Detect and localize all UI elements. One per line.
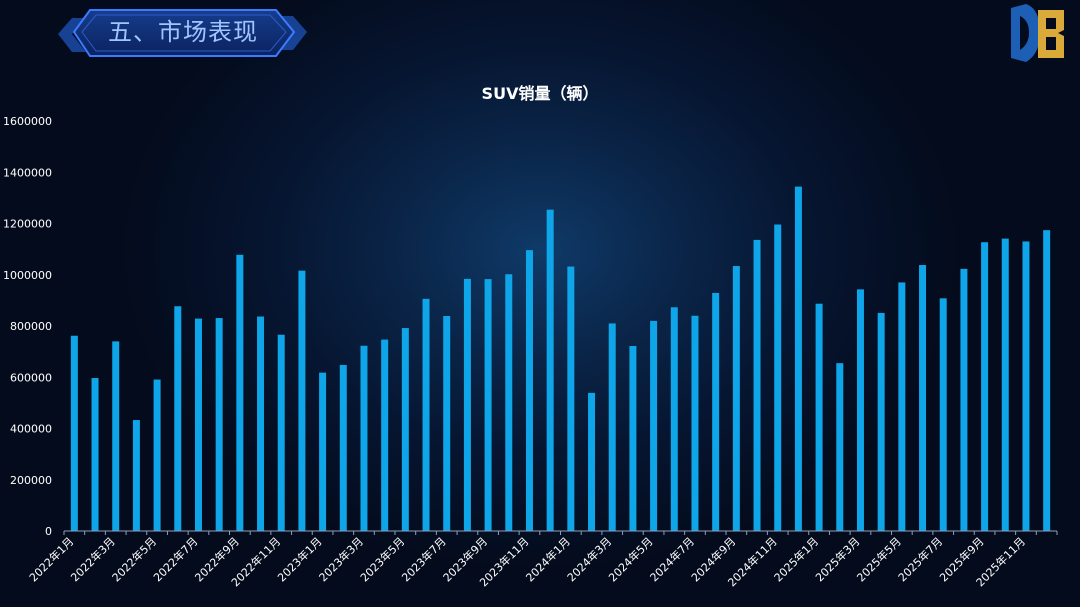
bar	[277, 334, 285, 531]
bar	[401, 328, 409, 531]
bar	[712, 292, 720, 531]
bar	[236, 254, 244, 531]
bar	[546, 209, 554, 531]
bar	[174, 306, 182, 531]
bar	[257, 316, 265, 531]
bar	[898, 282, 906, 531]
bar	[732, 266, 740, 531]
bar	[525, 250, 533, 531]
bar	[339, 364, 347, 531]
bar	[422, 298, 430, 531]
bar	[360, 345, 368, 531]
y-tick-label: 600000	[10, 371, 52, 384]
bar	[132, 420, 140, 531]
bar	[1001, 238, 1009, 531]
bar	[629, 345, 637, 531]
bar	[215, 318, 223, 531]
badge-left-wing	[58, 18, 86, 52]
bar	[794, 186, 802, 531]
bar	[774, 224, 782, 531]
bar	[815, 303, 823, 531]
y-tick-label: 1600000	[3, 115, 52, 128]
y-tick-label: 800000	[10, 320, 52, 333]
bar	[505, 274, 513, 531]
bar	[919, 265, 927, 531]
bar-series	[70, 186, 1051, 532]
y-tick-label: 400000	[10, 423, 52, 436]
bar	[650, 320, 658, 532]
bar	[877, 312, 885, 531]
y-tick-label: 0	[45, 525, 52, 538]
bar	[91, 378, 99, 531]
bar	[836, 363, 844, 531]
bar	[194, 318, 202, 531]
y-tick-label: 1000000	[3, 269, 52, 282]
bar	[112, 341, 120, 532]
chart-title: SUV销量（辆）	[482, 84, 599, 103]
y-axis: 0 200000 400000 600000 800000 1000000 1200000 1…	[3, 115, 52, 538]
logo-d-shape	[1011, 4, 1040, 62]
bar	[443, 316, 451, 531]
y-tick-label: 1400000	[3, 166, 52, 179]
bar	[70, 335, 78, 531]
bar	[1022, 241, 1030, 531]
db-logo-icon	[1011, 4, 1064, 62]
bar	[298, 270, 306, 531]
bar	[484, 279, 492, 531]
bar	[670, 307, 678, 531]
bar	[960, 268, 968, 531]
bar	[981, 242, 989, 531]
bar	[463, 278, 471, 531]
bar	[319, 372, 327, 531]
bar	[939, 298, 947, 531]
bar	[856, 289, 864, 531]
badge-body	[72, 9, 296, 57]
bar	[153, 379, 161, 531]
bar	[588, 392, 596, 531]
bar	[753, 239, 761, 531]
bar	[567, 266, 575, 531]
logo-b-shape	[1038, 10, 1064, 58]
bar	[691, 315, 699, 531]
y-tick-label: 200000	[10, 474, 52, 487]
badge-inner-frame	[81, 14, 287, 52]
page-title: 五、市场表现	[108, 18, 258, 46]
section-title-badge	[58, 9, 307, 57]
bar	[608, 323, 616, 531]
bar	[1043, 230, 1051, 531]
x-axis: 2022年1月2022年3月2022年5月2022年7月2022年9月2022年…	[26, 530, 1058, 589]
bar	[381, 339, 389, 531]
y-tick-label: 1200000	[3, 218, 52, 231]
